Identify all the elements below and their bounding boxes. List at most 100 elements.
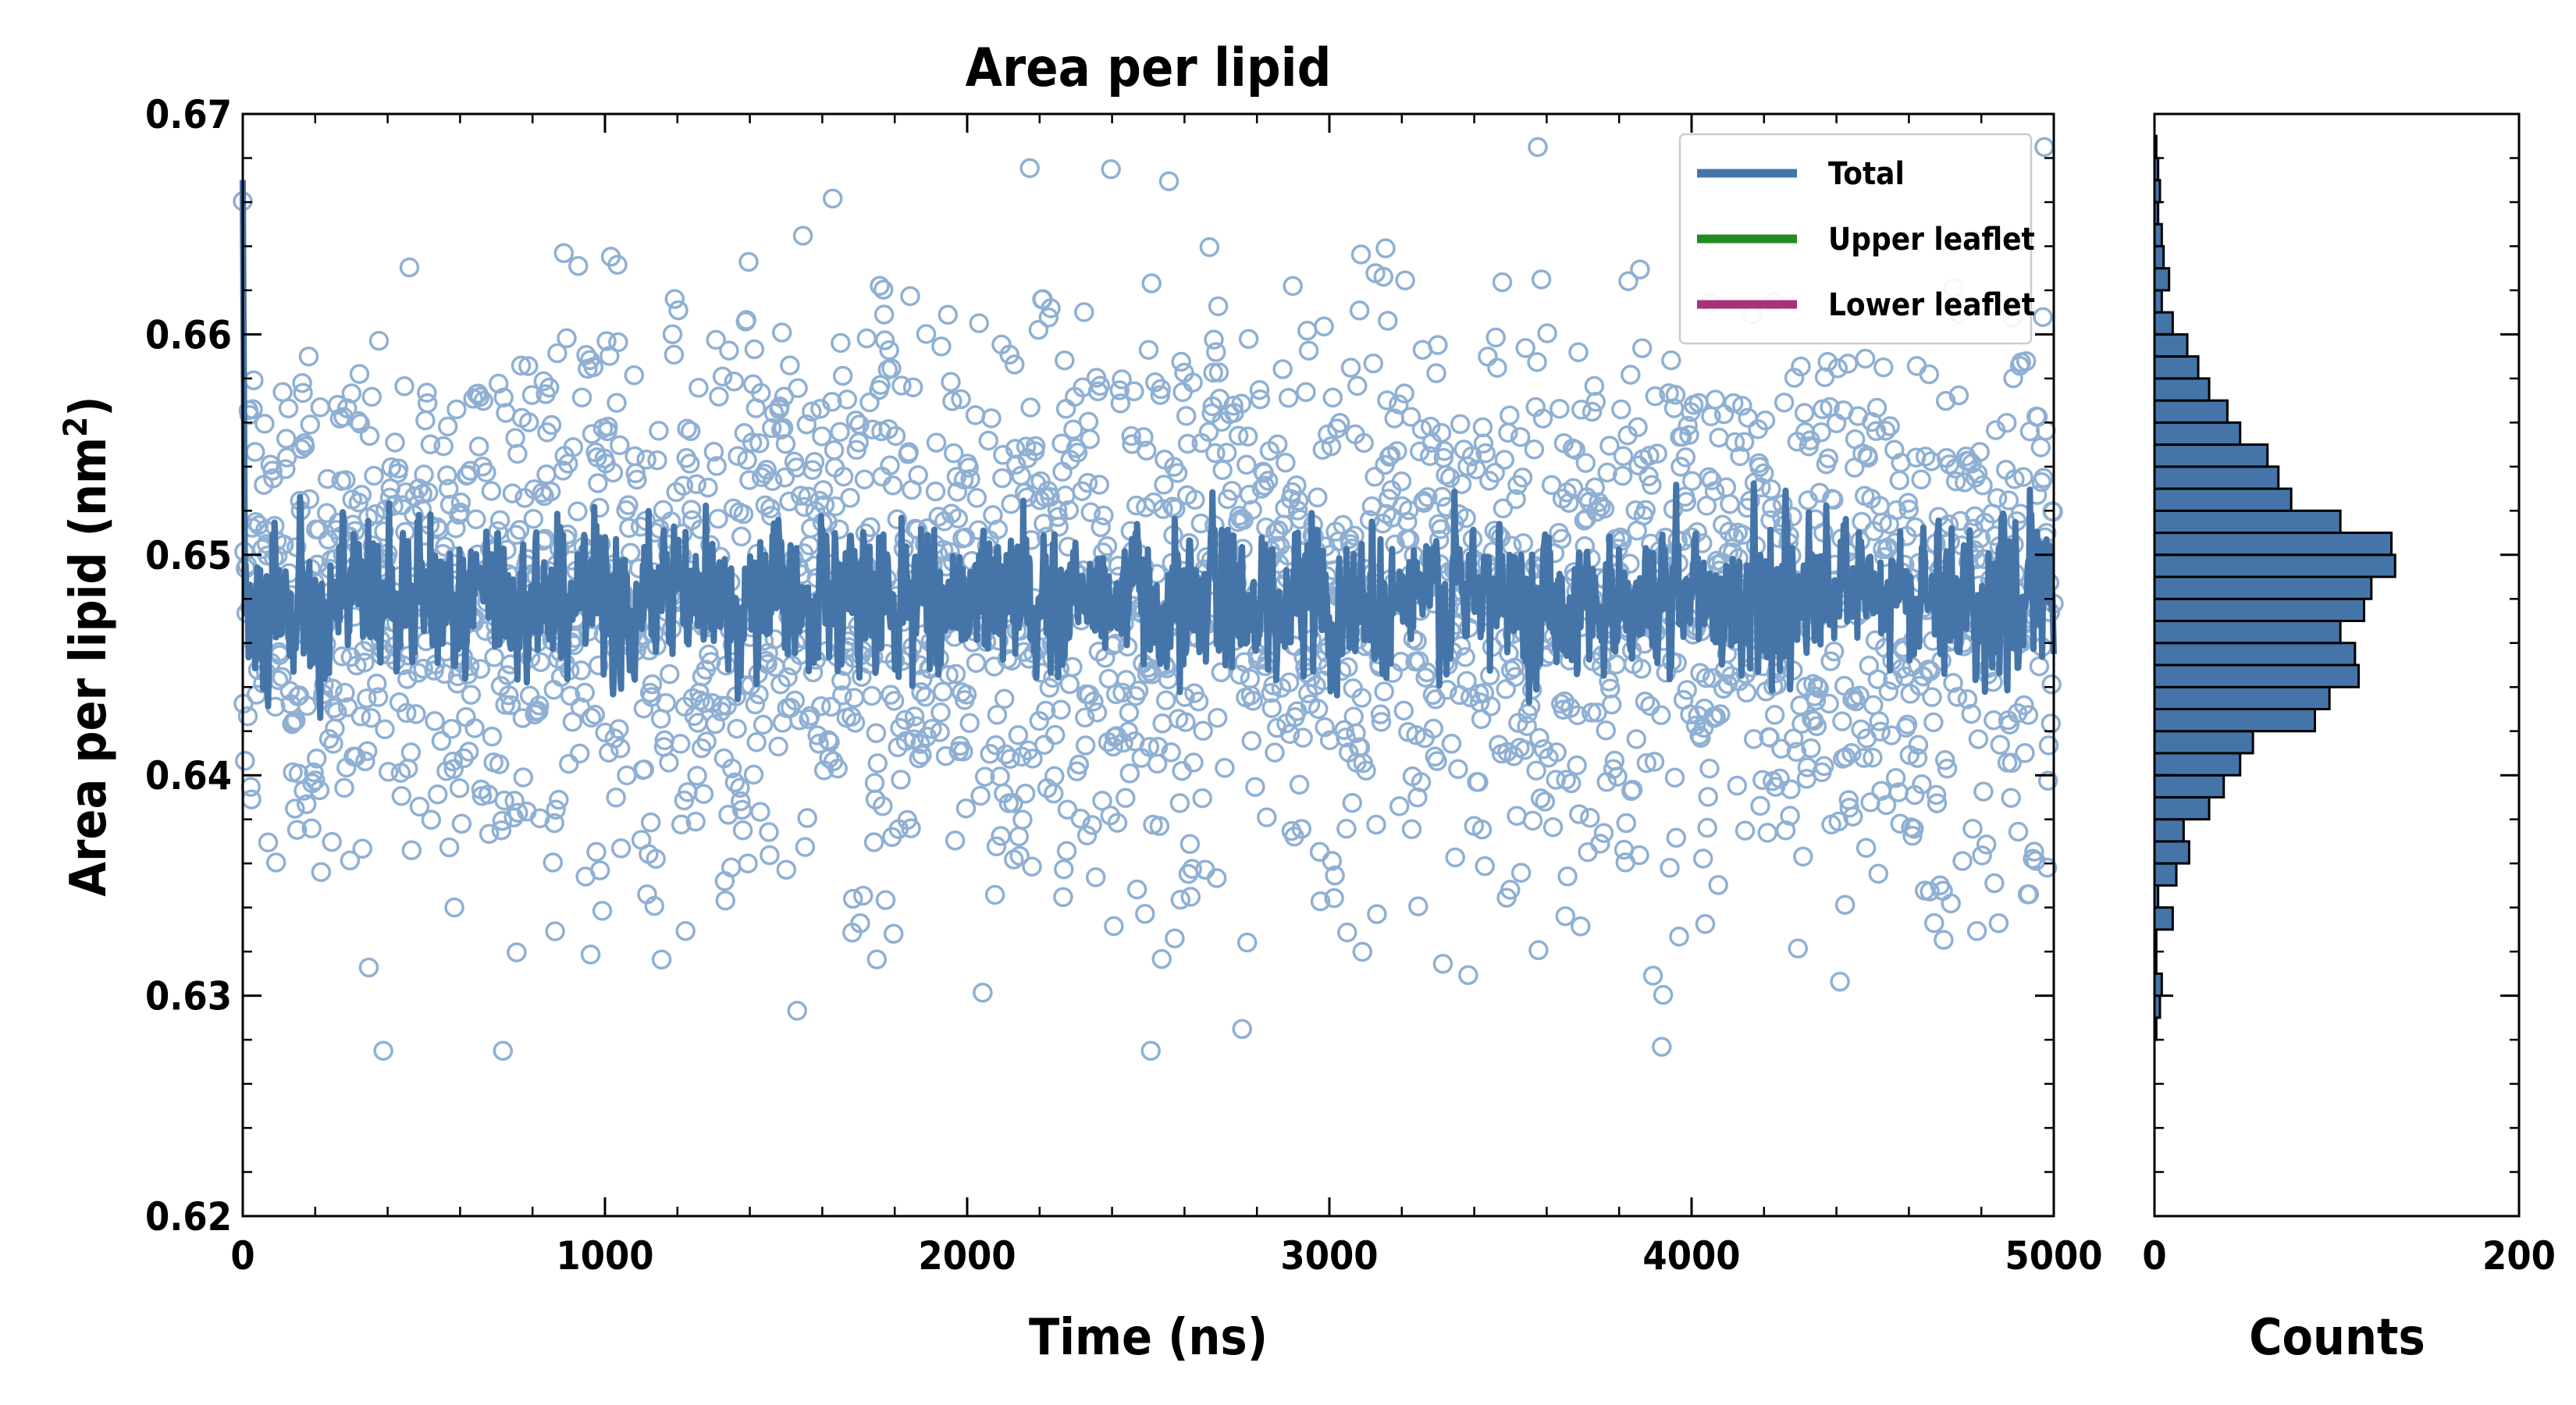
scatter-point	[1471, 819, 1493, 840]
scatter-point	[1113, 732, 1133, 753]
scatter-point	[461, 685, 482, 705]
scatter-point	[528, 695, 550, 716]
scatter-point	[373, 1040, 393, 1061]
scatter-point	[466, 509, 486, 530]
scatter-point	[518, 356, 539, 376]
scatter-point	[901, 818, 921, 838]
scatter-point	[397, 702, 417, 724]
scatter-point	[1512, 468, 1533, 488]
scatter-point	[1530, 788, 1551, 809]
scatter-point	[870, 276, 890, 296]
scatter-point	[943, 443, 964, 464]
scatter-point	[981, 408, 1002, 429]
scatter-point	[1554, 691, 1575, 712]
scatter-point	[891, 375, 912, 396]
scatter-point	[609, 719, 629, 739]
scatter-point	[867, 753, 888, 774]
scatter-point	[1193, 720, 1213, 742]
scatter-point	[1630, 259, 1650, 279]
scatter-point	[965, 405, 986, 425]
scatter-point	[1140, 1040, 1161, 1061]
scatter-point	[443, 751, 463, 772]
scatter-point	[1265, 742, 1285, 763]
scatter-point	[1208, 296, 1229, 317]
scatter-point	[1524, 439, 1545, 460]
scatter-point	[1207, 707, 1228, 728]
scatter-point	[337, 697, 358, 717]
histogram-bar	[2153, 906, 2174, 931]
scatter-point	[388, 458, 409, 479]
scatter-point	[1906, 356, 1927, 376]
scatter-point	[642, 674, 663, 695]
scatter-point	[399, 257, 420, 278]
scatter-point	[533, 371, 554, 392]
scatter-point	[1594, 498, 1615, 519]
scatter-point	[788, 378, 808, 399]
scatter-point	[1480, 696, 1501, 717]
scatter-point	[332, 646, 352, 667]
scatter-point	[1727, 775, 1748, 796]
scatter-point	[1762, 497, 1782, 518]
scatter-point	[1635, 500, 1656, 521]
scatter-point	[1515, 338, 1535, 358]
scatter-point	[2041, 713, 2062, 734]
scatter-point	[276, 447, 297, 468]
scatter-point	[276, 459, 296, 479]
scatter-point	[1500, 405, 1520, 425]
scatter-point	[1297, 320, 1318, 341]
y-axis-label-superscript: 2	[56, 417, 94, 437]
scatter-point	[581, 707, 602, 728]
scatter-point	[1621, 365, 1641, 385]
scatter-point	[1528, 137, 1548, 158]
scatter-point	[1681, 471, 1703, 491]
scatter-point	[508, 802, 528, 823]
scatter-point	[1067, 443, 1088, 463]
scatter-point	[986, 836, 1007, 857]
scatter-point	[619, 518, 639, 539]
scatter-point	[569, 743, 590, 764]
scatter-point	[1922, 687, 1942, 707]
scatter-point	[904, 706, 925, 727]
scatter-point	[1716, 477, 1737, 498]
scatter-point	[1537, 323, 1557, 343]
scatter-point	[1613, 446, 1634, 467]
scatter-point	[742, 432, 763, 453]
scatter-point	[406, 704, 426, 724]
scatter-point	[1272, 359, 1293, 379]
scatter-point	[969, 313, 989, 333]
scatter-point	[1176, 406, 1197, 426]
scatter-point	[1753, 463, 1774, 484]
scatter-point	[610, 738, 631, 759]
scatter-point	[660, 663, 680, 685]
scatter-point	[709, 386, 729, 407]
scatter-point	[1090, 375, 1111, 397]
scatter-point	[842, 888, 863, 909]
scatter-point	[1188, 691, 1209, 712]
scatter-point	[882, 475, 903, 496]
scatter-point	[1289, 774, 1310, 795]
scatter-point	[1962, 818, 1983, 839]
scatter-point	[966, 488, 987, 508]
scatter-point	[391, 786, 412, 806]
scatter-point	[1206, 342, 1226, 362]
scatter-point	[518, 412, 539, 432]
scatter-point	[1107, 813, 1128, 833]
scatter-point	[493, 387, 514, 407]
scatter-point	[1631, 338, 1653, 358]
scatter-point	[1242, 500, 1262, 520]
scatter-point	[1705, 389, 1726, 410]
scatter-point	[328, 512, 349, 533]
scatter-point	[1697, 817, 1717, 838]
scatter-point	[457, 464, 478, 486]
scatter-point	[1212, 460, 1233, 481]
scatter-point	[375, 719, 395, 740]
scatter-point	[1352, 941, 1373, 962]
scatter-point	[451, 813, 472, 834]
scatter-point	[1770, 768, 1790, 789]
scatter-point	[1074, 302, 1094, 322]
scatter-point	[607, 393, 627, 413]
scatter-point	[1343, 706, 1364, 727]
scatter-point	[992, 468, 1012, 489]
scatter-point	[1448, 759, 1468, 779]
scatter-point	[598, 416, 618, 437]
